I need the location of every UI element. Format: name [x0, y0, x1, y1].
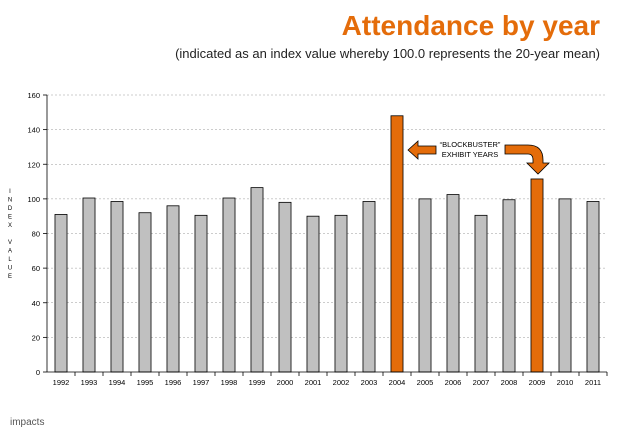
curved-arrow — [504, 144, 550, 175]
bar-1999 — [250, 187, 264, 373]
bar-2009 — [530, 178, 544, 373]
y-label-char: X — [8, 223, 12, 229]
bar-2003 — [362, 201, 376, 373]
y-tick-label: 120 — [27, 160, 40, 169]
x-tick-label: 1996 — [165, 378, 182, 387]
x-tick-label: 2007 — [473, 378, 490, 387]
x-tick-label: 1997 — [193, 378, 210, 387]
y-label-char: V — [8, 240, 12, 246]
bar-2001 — [306, 215, 320, 373]
bar-2010 — [558, 198, 572, 373]
y-tick-label: 140 — [27, 126, 40, 135]
x-tick-label: 2006 — [445, 378, 462, 387]
x-tick-label: 1999 — [249, 378, 266, 387]
x-tick-label: 2010 — [557, 378, 574, 387]
y-label-char: I — [9, 189, 11, 195]
bar-1993 — [82, 197, 96, 373]
bar-1994 — [110, 201, 124, 373]
bar-2011 — [586, 201, 600, 373]
y-label-char: E — [8, 274, 12, 280]
x-tick-label: 1995 — [137, 378, 154, 387]
y-tick-label: 80 — [32, 230, 40, 239]
x-tick-label: 1994 — [109, 378, 126, 387]
y-tick-label: 100 — [27, 195, 40, 204]
x-tick-label: 2009 — [529, 378, 546, 387]
x-tick-label: 2011 — [585, 378, 601, 387]
bar-1998 — [222, 197, 236, 373]
x-tick-label: 1993 — [81, 378, 98, 387]
x-tick-label: 1998 — [221, 378, 238, 387]
bar-1997 — [194, 214, 208, 373]
x-tick-label: 2005 — [417, 378, 434, 387]
x-tick-label: 2001 — [305, 378, 322, 387]
y-label-char: D — [8, 206, 13, 212]
y-label-char: E — [8, 215, 12, 221]
annotation-line-2: EXHIBIT YEARS — [442, 150, 498, 159]
bar-2002 — [334, 214, 348, 373]
impacts-logo: impacts — [10, 417, 45, 428]
x-tick-label: 2003 — [361, 378, 378, 387]
bar-2000 — [278, 201, 292, 373]
y-tick-label: 20 — [32, 333, 40, 342]
y-label-char: L — [8, 257, 12, 263]
chart-title: Attendance by year — [341, 10, 600, 41]
bar-2007 — [474, 214, 488, 373]
left-arrow — [407, 140, 437, 160]
y-tick-label: 40 — [32, 299, 40, 308]
bar-2005 — [418, 198, 432, 373]
annotation-line-1: “BLOCKBUSTER” — [440, 140, 501, 149]
y-label-char: U — [8, 266, 12, 272]
x-tick-label: 2008 — [501, 378, 518, 387]
bar-2004 — [390, 115, 404, 373]
y-tick-label: 0 — [36, 368, 40, 377]
x-tick-label: 2002 — [333, 378, 350, 387]
bar-2008 — [502, 199, 516, 373]
bar-1996 — [166, 205, 180, 373]
y-label-char: N — [8, 198, 12, 204]
blockbuster-annotation: “BLOCKBUSTER” EXHIBIT YEARS — [407, 140, 550, 175]
y-tick-label: 60 — [32, 264, 40, 273]
bar-1995 — [138, 212, 152, 373]
x-tick-label: 2000 — [277, 378, 294, 387]
bar-2006 — [446, 194, 460, 373]
y-label-char: A — [8, 249, 12, 255]
y-tick-label: 160 — [27, 91, 40, 100]
x-tick-label: 1992 — [53, 378, 70, 387]
bar-1992 — [54, 214, 68, 373]
chart-subtitle: (indicated as an index value whereby 100… — [175, 46, 600, 61]
x-tick-label: 2004 — [389, 378, 406, 387]
